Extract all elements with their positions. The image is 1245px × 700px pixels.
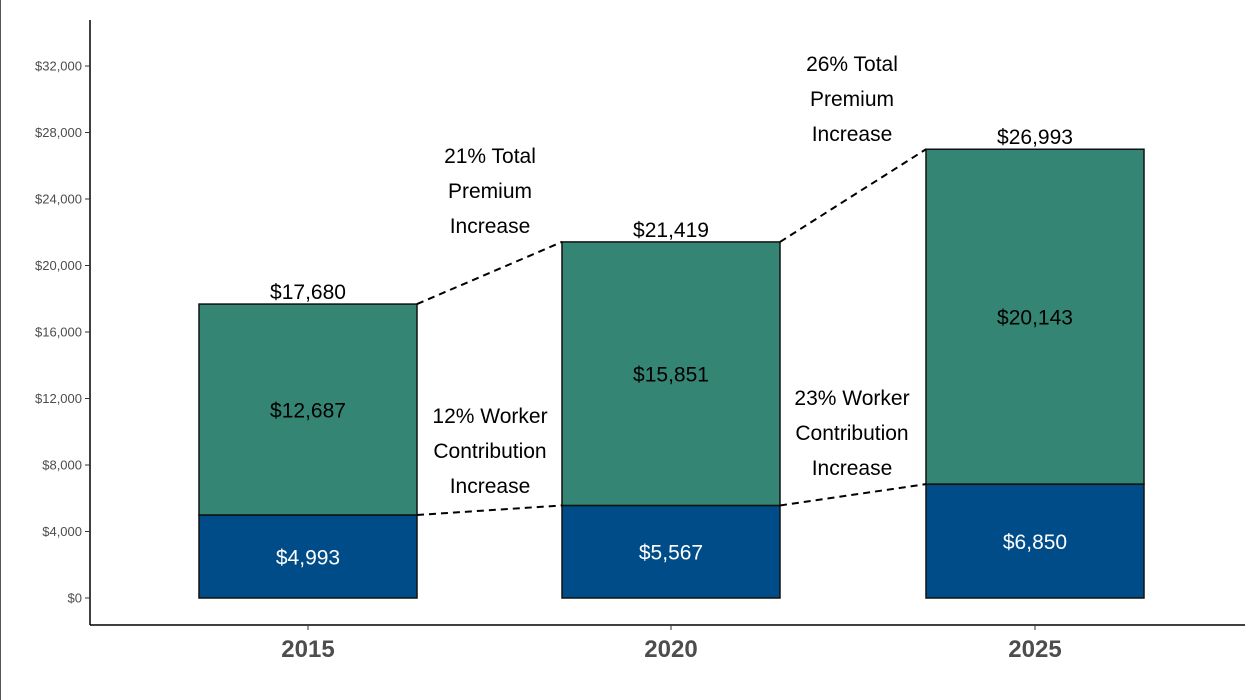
bar-segment-2025-1 (925, 148, 1145, 485)
worker-increase-annotation: 12% Worker Contribution Increase (432, 405, 547, 498)
bar-segment-2015-0 (198, 514, 418, 599)
premium-increase-annotation-line: Increase (812, 123, 893, 146)
premium-connector-line (416, 240, 563, 305)
worker-increase-annotation-line: Contribution (795, 422, 908, 445)
bar-segment-2020-0 (561, 504, 781, 599)
segment-label: $12,687 (270, 400, 346, 423)
y-tick-label: $12,000 (35, 391, 82, 406)
premium-increase-annotation-line: 26% Total (806, 53, 898, 76)
total-label: $21,419 (633, 219, 709, 242)
x-tick-label: 2020 (644, 636, 697, 663)
y-tick-label: $0 (68, 591, 82, 606)
worker-connector-line (779, 483, 927, 507)
premium-increase-annotation-line: 21% Total (444, 145, 536, 168)
y-tick-label: $8,000 (42, 458, 82, 473)
segment-label: $20,143 (997, 307, 1073, 330)
worker-increase-annotation-line: Increase (812, 457, 893, 480)
total-label: $26,993 (997, 126, 1073, 149)
worker-connector-line (416, 504, 563, 516)
premium-connector-line (779, 148, 927, 243)
segment-label: $6,850 (1003, 531, 1067, 554)
y-tick-label: $28,000 (35, 125, 82, 140)
y-tick-label: $24,000 (35, 192, 82, 207)
segment-label: $5,567 (639, 542, 703, 565)
worker-increase-annotation-line: Increase (450, 475, 531, 498)
y-tick-label: $32,000 (35, 59, 82, 74)
y-tick-label: $20,000 (35, 258, 82, 273)
premium-increase-annotation-line: Premium (448, 180, 532, 203)
segment-label: $4,993 (276, 546, 340, 569)
premium-increase-annotation: 21% Total Premium Increase (444, 145, 536, 238)
total-label: $17,680 (270, 281, 346, 304)
premium-increase-annotation: 26% Total Premium Increase (806, 53, 898, 146)
premium-increase-annotation-line: Premium (810, 88, 894, 111)
bar-segment-2020-1 (561, 241, 781, 507)
bars (198, 148, 1145, 599)
worker-increase-annotation-line: 12% Worker (432, 405, 547, 428)
worker-increase-annotation-line: 23% Worker (794, 387, 909, 410)
labels: $4,993 $12,687 $17,680 $5,567 $15,851 $21,419… (270, 53, 1073, 569)
connector-lines (416, 148, 927, 516)
bar-segment-2015-1 (198, 303, 418, 516)
x-tick-label: 2025 (1008, 636, 1061, 663)
y-tick-label: $16,000 (35, 325, 82, 340)
premium-increase-annotation-line: Increase (450, 215, 531, 238)
segment-label: $15,851 (633, 364, 709, 387)
y-tick-label: $4,000 (42, 524, 82, 539)
x-tick-label: 2015 (281, 636, 334, 663)
worker-increase-annotation: 23% Worker Contribution Increase (794, 387, 909, 480)
worker-increase-annotation-line: Contribution (433, 440, 546, 463)
